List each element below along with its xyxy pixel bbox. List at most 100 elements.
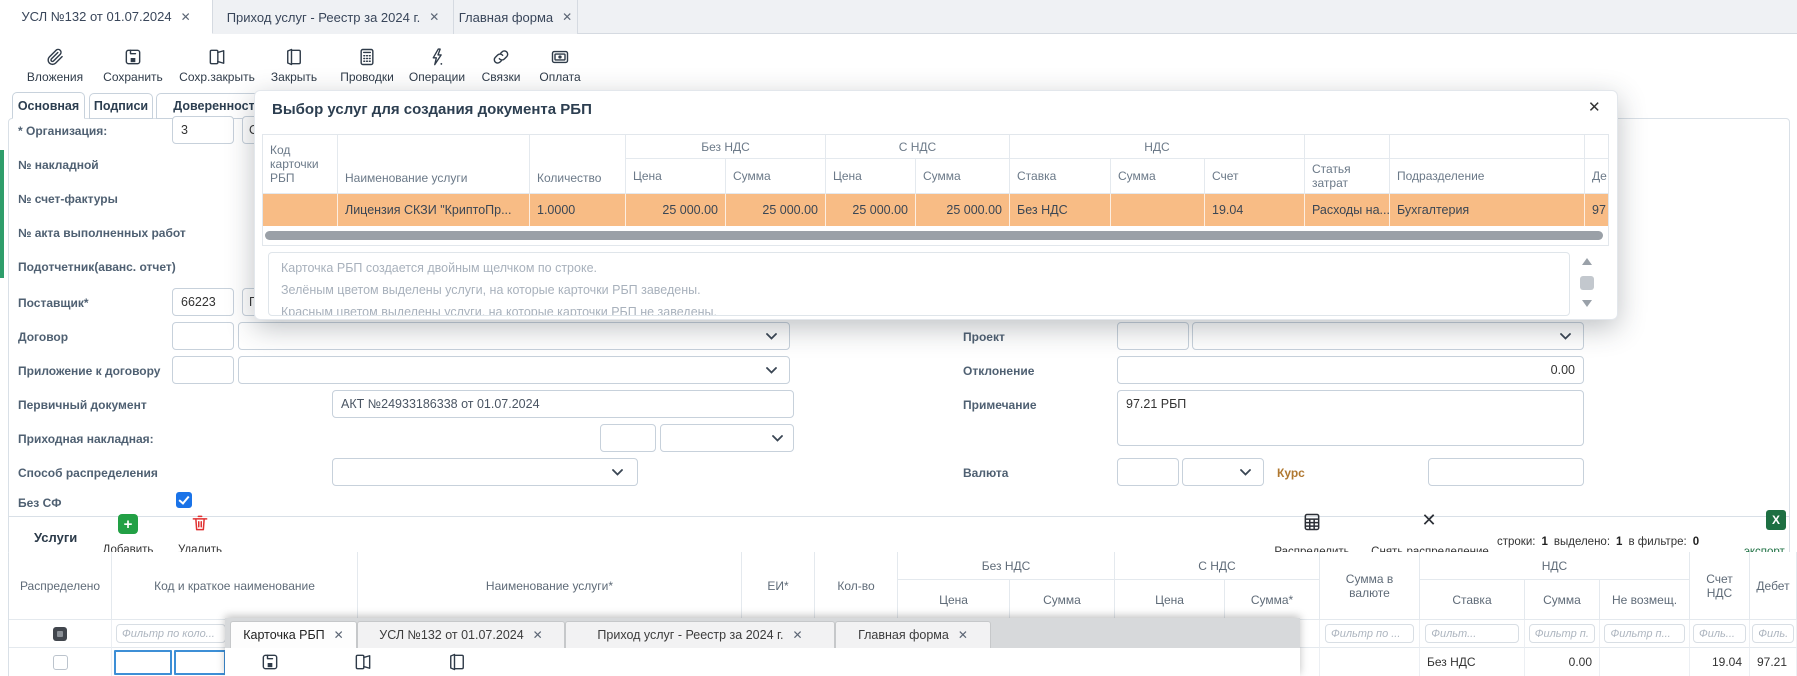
scroll-thumb[interactable] [1580, 276, 1594, 290]
column-header-service[interactable]: Наименование услуги* [358, 552, 742, 620]
annex-select[interactable] [238, 356, 790, 384]
chevron-down-icon[interactable] [772, 435, 783, 442]
filter-cell-debit[interactable] [1750, 620, 1797, 648]
delete-row-button[interactable] [190, 512, 210, 534]
receipt-code-field[interactable] [600, 424, 656, 452]
dlg-row-cost-item[interactable]: Расходы на... [1305, 194, 1390, 226]
contract-code-field[interactable] [172, 322, 234, 350]
window-tab-usl[interactable]: УСЛ №132 от 01.07.2024 ✕ [0, 0, 213, 34]
column-header-vat-rate[interactable]: Ставка [1420, 580, 1525, 620]
close-icon[interactable]: ✕ [532, 628, 543, 642]
chevron-down-icon[interactable] [766, 333, 777, 340]
dlg-col-card-code[interactable]: Код карточки РБП [263, 135, 338, 194]
chevron-down-icon[interactable] [1560, 333, 1571, 340]
supplier-code-field[interactable] [172, 288, 234, 316]
dlg-row-vat-rate[interactable]: Без НДС [1010, 194, 1111, 226]
save-close-button[interactable]: Сохр.закрыть [175, 47, 259, 84]
comment-field[interactable]: 97.21 РБП [1117, 390, 1584, 446]
contract-select[interactable] [238, 322, 790, 350]
filter-cell-vat-sum[interactable] [1525, 620, 1600, 648]
column-header-qty[interactable]: Кол-во [815, 552, 898, 620]
project-select[interactable] [1192, 322, 1584, 350]
filter-cell-distributed[interactable] [9, 620, 112, 648]
postings-button[interactable]: Проводки [334, 47, 400, 84]
links-button[interactable]: Связки [474, 47, 528, 84]
dlg-col-service[interactable]: Наименование услуги [338, 135, 530, 194]
selected-cell-2[interactable] [174, 650, 226, 675]
row-cell-sum-currency[interactable] [1320, 648, 1420, 676]
row-cell-vat-sum[interactable]: 0.00 [1525, 648, 1600, 676]
dlg-col-department[interactable]: Подразделение [1390, 159, 1585, 194]
filter-input-debit[interactable] [1752, 624, 1794, 643]
child-tab-card[interactable]: Карточка РБП ✕ [230, 621, 357, 648]
filter-cell-not-refund[interactable] [1600, 620, 1690, 648]
currency-code-field[interactable] [1117, 458, 1179, 486]
annex-code-field[interactable] [172, 356, 234, 384]
dlg-row-vat-sum[interactable] [1111, 194, 1205, 226]
dlg-row-sum-no-vat[interactable]: 25 000.00 [726, 194, 826, 226]
child-tab-register[interactable]: Приход услуг - Реестр за 2024 г. ✕ [565, 621, 835, 648]
save-close-icon[interactable] [353, 652, 373, 672]
close-icon[interactable]: ✕ [429, 10, 440, 24]
window-tab-prihod[interactable]: Приход услуг - Реестр за 2024 г. ✕ [213, 0, 454, 34]
column-header-debit[interactable]: Дебет [1750, 552, 1797, 620]
indeterminate-checkbox-icon[interactable] [53, 626, 67, 641]
horizontal-scrollbar[interactable] [265, 231, 1603, 240]
door-icon[interactable] [447, 652, 467, 672]
chevron-down-icon[interactable] [766, 367, 777, 374]
payment-button[interactable]: Оплата [532, 47, 588, 84]
distribute-button[interactable] [1302, 512, 1322, 532]
currency-select[interactable] [1182, 458, 1264, 486]
primary-doc-field[interactable]: АКТ №24933186338 от 01.07.2024 [332, 390, 794, 418]
dlg-col-sum-with-vat[interactable]: Сумма [916, 159, 1010, 194]
filter-cell-sum-currency[interactable] [1320, 620, 1420, 648]
filter-input-rate[interactable] [1425, 624, 1519, 643]
window-tab-main[interactable]: Главная форма ✕ [454, 0, 578, 34]
tab-signatures[interactable]: Подписи [89, 93, 153, 119]
column-header-unit[interactable]: ЕИ* [742, 552, 815, 620]
row-checkbox[interactable] [52, 654, 68, 670]
filter-input-sum-currency[interactable] [1324, 624, 1415, 643]
chevron-down-icon[interactable] [1240, 469, 1251, 476]
dlg-row-vat-account[interactable]: 19.04 [1205, 194, 1305, 226]
close-icon[interactable]: ✕ [562, 10, 573, 24]
organization-code-field[interactable] [172, 116, 234, 144]
column-header-sum-no-vat[interactable]: Сумма [1010, 580, 1115, 620]
receipt-select[interactable] [660, 424, 794, 452]
dlg-col-debit[interactable]: Де [1585, 159, 1608, 194]
undistribute-button[interactable]: ✕ [1419, 510, 1439, 530]
row-cell-vat-rate[interactable]: Без НДС [1420, 648, 1525, 676]
column-header-vat-account[interactable]: Счет НДС [1690, 552, 1750, 620]
filter-cell-vat-account[interactable] [1690, 620, 1750, 648]
filter-input-vat-sum[interactable] [1528, 624, 1596, 643]
save-icon[interactable] [260, 652, 280, 672]
scroll-up-icon[interactable] [1582, 258, 1592, 265]
dlg-col-qty[interactable]: Количество [530, 135, 626, 194]
dlg-col-price-no-vat[interactable]: Цена [626, 159, 726, 194]
row-cell-debit[interactable]: 97.21 [1750, 648, 1797, 676]
column-header-price-no-vat[interactable]: Цена [898, 580, 1010, 620]
no-sf-checkbox[interactable] [176, 492, 192, 508]
row-cell-vat-account[interactable]: 19.04 [1690, 648, 1750, 676]
column-header-price-with-vat[interactable]: Цена [1115, 580, 1225, 620]
add-row-button[interactable]: + [118, 514, 138, 534]
selected-cell-1[interactable] [114, 650, 172, 675]
filter-input-vat-account[interactable] [1692, 624, 1747, 643]
row-cell-distributed[interactable] [9, 648, 112, 676]
dlg-col-sum-no-vat[interactable]: Сумма [726, 159, 826, 194]
deviation-field[interactable]: 0.00 [1117, 356, 1584, 384]
column-header-sum-with-vat[interactable]: Сумма* [1225, 580, 1320, 620]
column-header-vat-sum[interactable]: Сумма [1525, 580, 1600, 620]
child-tab-usl[interactable]: УСЛ №132 от 01.07.2024 ✕ [357, 621, 565, 648]
dlg-col-price-with-vat[interactable]: Цена [826, 159, 916, 194]
filter-input-not-refund[interactable] [1604, 624, 1685, 643]
close-icon[interactable]: ✕ [333, 628, 344, 642]
tab-main[interactable]: Основная [12, 92, 85, 119]
chevron-down-icon[interactable] [612, 469, 623, 476]
dlg-row-service[interactable]: Лицензия СКЗИ "КриптоПр... [338, 194, 530, 226]
dlg-row-price-with-vat[interactable]: 25 000.00 [826, 194, 916, 226]
column-header-code-name[interactable]: Код и краткое наименование [112, 552, 358, 620]
dlg-row-debit[interactable]: 97 [1585, 194, 1608, 226]
child-tab-main-form[interactable]: Главная форма ✕ [835, 621, 991, 648]
project-code-field[interactable] [1117, 322, 1189, 350]
